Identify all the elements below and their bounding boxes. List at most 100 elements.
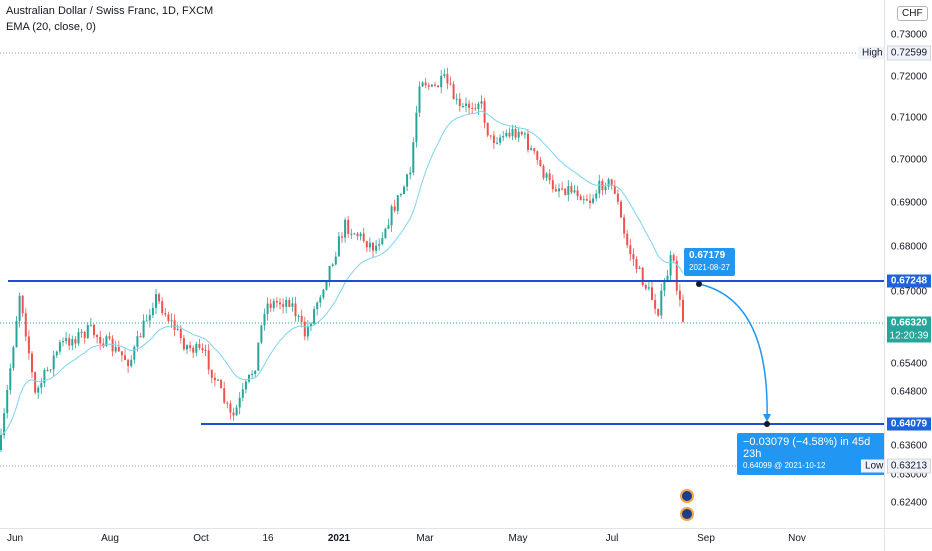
candle-body bbox=[275, 301, 278, 303]
australia-flag-icon[interactable] bbox=[680, 489, 694, 503]
candle-body bbox=[151, 307, 154, 316]
candle-body bbox=[471, 107, 474, 109]
candle-body bbox=[186, 345, 188, 350]
candle-body bbox=[573, 190, 576, 193]
candle-body bbox=[102, 343, 105, 347]
candle-body bbox=[232, 412, 235, 416]
candle-body bbox=[40, 383, 43, 388]
candle-body bbox=[415, 112, 418, 143]
candle-body bbox=[263, 313, 266, 326]
candle-body bbox=[520, 131, 523, 135]
candle-body bbox=[260, 325, 263, 343]
candle-body bbox=[62, 341, 64, 343]
candle-body bbox=[12, 347, 15, 369]
candle-body bbox=[24, 313, 27, 337]
candle-body bbox=[68, 338, 71, 346]
price-tick-label: 0.63600 bbox=[890, 440, 928, 452]
candle-body bbox=[570, 185, 573, 193]
current-price-tag: 0.66320 bbox=[887, 316, 931, 330]
candle-body bbox=[148, 315, 151, 321]
candle-body bbox=[96, 335, 99, 337]
candle-body bbox=[430, 84, 433, 87]
candle-body bbox=[542, 166, 545, 178]
candle-body bbox=[207, 350, 210, 370]
candle-body bbox=[424, 82, 427, 86]
price-tick-label: 0.70000 bbox=[890, 154, 928, 166]
candle-body bbox=[176, 328, 179, 330]
price-chart[interactable]: Australian Dollar / Swiss Franc, 1D, FXC… bbox=[0, 0, 888, 528]
candle-body bbox=[55, 351, 58, 356]
price-tick-label: 0.64800 bbox=[890, 386, 928, 398]
projection-end-point[interactable] bbox=[764, 421, 770, 427]
candle-body bbox=[613, 185, 616, 194]
price-tick-label: 0.71000 bbox=[890, 112, 928, 124]
candle-body bbox=[213, 377, 216, 381]
candle-body bbox=[539, 159, 542, 167]
chart-canvas[interactable] bbox=[0, 0, 884, 528]
candle-body bbox=[654, 300, 657, 309]
ema-line bbox=[0, 110, 684, 436]
projection-change: −0.03079 (−4.58%) in 45d 23h bbox=[743, 436, 871, 460]
projection-start-value: 0.67179 bbox=[689, 250, 726, 261]
currency-button[interactable]: CHF bbox=[897, 6, 928, 21]
high-tag: High bbox=[858, 46, 887, 60]
price-tick-label: 0.63000 bbox=[890, 469, 928, 481]
candle-body bbox=[170, 320, 173, 322]
price-axis[interactable]: 0.73000 0.72000 0.71000 0.70000 0.69000 0.680… bbox=[884, 0, 932, 528]
candle-body bbox=[43, 370, 46, 384]
candle-body bbox=[551, 180, 554, 190]
candle-body bbox=[117, 346, 120, 352]
candle-body bbox=[375, 245, 378, 251]
candle-body bbox=[514, 129, 517, 138]
candle-body bbox=[15, 320, 18, 348]
candle-body bbox=[651, 287, 653, 301]
candle-body bbox=[660, 290, 663, 316]
candle-body bbox=[167, 314, 170, 322]
candle-body bbox=[226, 402, 229, 404]
candle-body bbox=[623, 217, 626, 234]
candle-body bbox=[291, 303, 294, 307]
candle-body bbox=[254, 370, 257, 374]
candle-body bbox=[266, 303, 269, 314]
candle-body bbox=[579, 196, 582, 201]
time-tick-label: 16 bbox=[262, 533, 274, 544]
candle-body bbox=[381, 238, 384, 245]
candle-body bbox=[21, 295, 24, 314]
candle-body bbox=[638, 267, 641, 269]
candle-body bbox=[124, 355, 126, 360]
candle-body bbox=[595, 193, 598, 199]
candle-body bbox=[201, 348, 204, 351]
candle-body bbox=[58, 342, 61, 352]
candle-body bbox=[406, 174, 409, 187]
candle-body bbox=[37, 387, 40, 393]
symbol-title[interactable]: Australian Dollar / Swiss Franc, 1D, FXC… bbox=[6, 5, 214, 17]
candle-body bbox=[372, 242, 374, 251]
projection-start-point[interactable] bbox=[696, 281, 702, 287]
candle-body bbox=[65, 338, 68, 342]
ema-indicator-label[interactable]: EMA (20, close, 0) bbox=[6, 21, 96, 33]
candle-body bbox=[313, 309, 316, 324]
candle-body bbox=[288, 299, 291, 307]
candle-body bbox=[505, 132, 508, 137]
projection-start-label: 0.67179 2021-08-27 bbox=[684, 248, 735, 276]
time-tick-label: Jun bbox=[6, 533, 24, 544]
candle-body bbox=[554, 189, 557, 192]
candle-body bbox=[182, 338, 185, 350]
candle-body bbox=[294, 303, 297, 317]
candle-body bbox=[6, 390, 9, 414]
candle-body bbox=[449, 83, 452, 85]
candle-body bbox=[576, 190, 579, 197]
candle-body bbox=[632, 254, 635, 260]
candle-body bbox=[136, 336, 139, 347]
time-axis[interactable]: Jun Aug Oct 16 2021 Mar May Jul Sep Nov bbox=[0, 528, 884, 551]
candle-body bbox=[130, 359, 133, 367]
bar-countdown: 12:20:39 bbox=[887, 329, 931, 343]
candle-body bbox=[533, 148, 536, 152]
candle-body bbox=[235, 407, 238, 416]
price-tick-label: 0.67000 bbox=[890, 286, 928, 298]
high-price-tag: 0.72599 bbox=[887, 45, 931, 61]
candle-body bbox=[545, 173, 548, 178]
candle-body bbox=[437, 85, 440, 88]
australia-flag-icon[interactable] bbox=[680, 507, 694, 521]
candle-body bbox=[34, 372, 37, 393]
